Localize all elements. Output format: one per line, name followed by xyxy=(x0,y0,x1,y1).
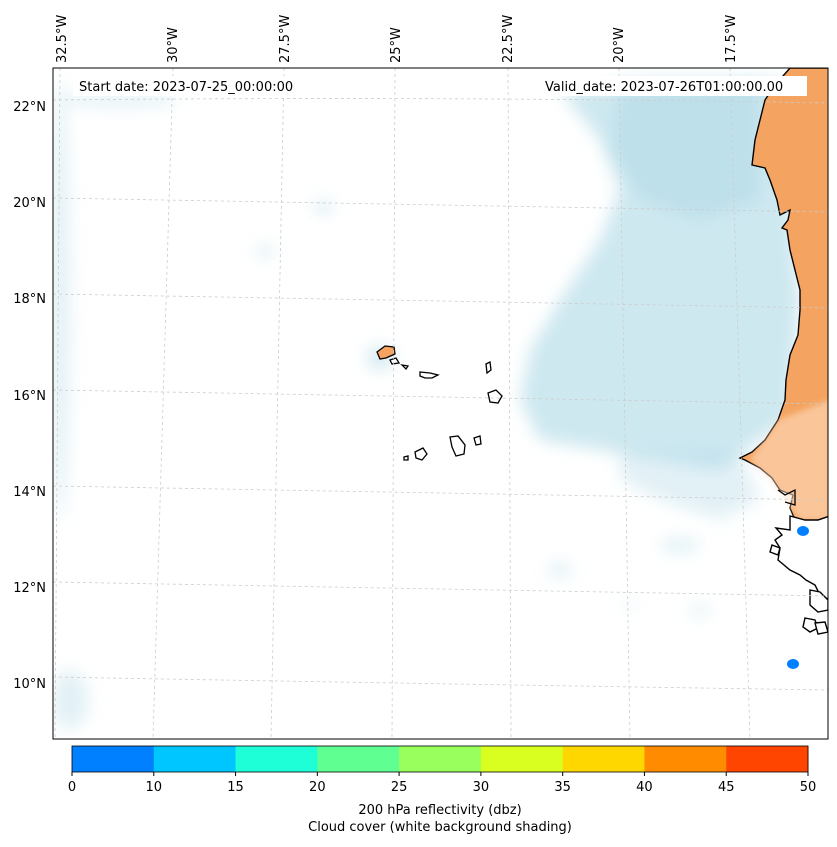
senegal-river-notch xyxy=(777,488,796,506)
colorbar-tick-label: 10 xyxy=(146,780,163,795)
island-sao-nicolau xyxy=(419,371,440,379)
island-brava xyxy=(403,455,409,461)
latitude-labels: 22°N 20°N 18°N 16°N 14°N 12°N 10°N xyxy=(13,100,46,692)
island-sal xyxy=(485,361,492,375)
colorbar-tick-label: 35 xyxy=(554,780,571,795)
cloud-patch-west xyxy=(53,80,70,520)
lon-label: 20°W xyxy=(612,27,627,63)
valid-date-box xyxy=(540,76,807,96)
island-maio xyxy=(473,435,482,446)
start-date-box xyxy=(73,76,318,96)
longitude-labels: 32.5°W 30°W 27.5°W 25°W 22.5°W 20°W 17.5… xyxy=(55,15,739,63)
island-boa-vista xyxy=(487,389,503,404)
reflectivity-cell-2 xyxy=(787,659,799,669)
island-santo-antao xyxy=(376,345,396,360)
colorbar-swatch xyxy=(399,746,482,772)
colorbar-swatch xyxy=(235,746,318,772)
lat-label: 16°N xyxy=(13,389,46,404)
reflectivity-cell-1 xyxy=(797,526,809,536)
island-santa-luzia xyxy=(400,364,410,371)
colorbar-swatches xyxy=(72,746,809,772)
reflectivity-patches xyxy=(787,526,809,669)
colorbar: 0 10 15 20 25 30 35 40 45 50 200 hPa reflectivity… xyxy=(68,745,816,835)
colorbar-tick-label: 25 xyxy=(391,780,408,795)
island-santiago xyxy=(449,435,466,457)
colorbar-tick-label: 0 xyxy=(68,780,76,795)
colorbar-swatch xyxy=(562,746,645,772)
lat-label: 12°N xyxy=(13,581,46,596)
valid-date-label: Valid_date: 2023-07-26T01:00:00.00 xyxy=(545,80,783,95)
colorbar-label-line1: 200 hPa reflectivity (dbz) xyxy=(358,803,521,818)
gridlines xyxy=(53,68,828,739)
cloud-patch-southeast-2 xyxy=(548,562,572,578)
lon-label: 27.5°W xyxy=(278,15,293,63)
lon-label: 25°W xyxy=(389,27,404,63)
colorbar-swatch xyxy=(317,746,400,772)
guinea-coast xyxy=(769,515,828,635)
lat-label: 22°N xyxy=(13,100,46,115)
cloud-patch-south-1 xyxy=(624,600,636,610)
colorbar-tick-label: 20 xyxy=(309,780,326,795)
colorbar-tick-label: 30 xyxy=(473,780,490,795)
cloud-patch-small-2 xyxy=(255,246,275,256)
colorbar-swatch xyxy=(480,746,564,772)
cloud-mass-south xyxy=(620,450,760,520)
cloud-patch-southeast-3 xyxy=(688,604,712,616)
lon-label: 22.5°W xyxy=(501,15,516,63)
colorbar-tick-label: 50 xyxy=(800,780,817,795)
colorbar-frame xyxy=(71,745,809,773)
colorbar-label-line2: Cloud cover (white background shading) xyxy=(308,820,572,835)
colorbar-tick-label: 15 xyxy=(227,780,244,795)
lat-label: 10°N xyxy=(13,677,46,692)
colorbar-swatch xyxy=(153,746,237,772)
lon-label: 30°W xyxy=(166,27,181,63)
start-date-label: Start date: 2023-07-25_00:00:00 xyxy=(79,80,293,95)
cloud-patch-southwest xyxy=(53,670,88,730)
cloud-patch-small-1 xyxy=(313,201,333,213)
colorbar-ticks: 0 10 15 20 25 30 35 40 45 50 xyxy=(68,772,816,795)
colorbar-tick-label: 40 xyxy=(636,780,653,795)
lon-label: 17.5°W xyxy=(724,15,739,63)
colorbar-swatch xyxy=(72,746,155,772)
lat-label: 14°N xyxy=(13,485,46,500)
colorbar-tick-label: 45 xyxy=(718,780,735,795)
lat-label: 18°N xyxy=(13,292,46,307)
cloud-mass-north xyxy=(610,80,760,220)
land-cloud-overlay xyxy=(750,400,828,520)
lat-label: 20°N xyxy=(13,196,46,211)
colorbar-swatch xyxy=(726,746,809,772)
lon-label: 32.5°W xyxy=(55,15,70,63)
colorbar-swatch xyxy=(644,746,727,772)
island-fogo xyxy=(414,447,428,461)
cape-verde-islands xyxy=(376,345,503,461)
map-frame xyxy=(52,67,829,740)
cloud-patch-southeast-1 xyxy=(660,537,700,553)
